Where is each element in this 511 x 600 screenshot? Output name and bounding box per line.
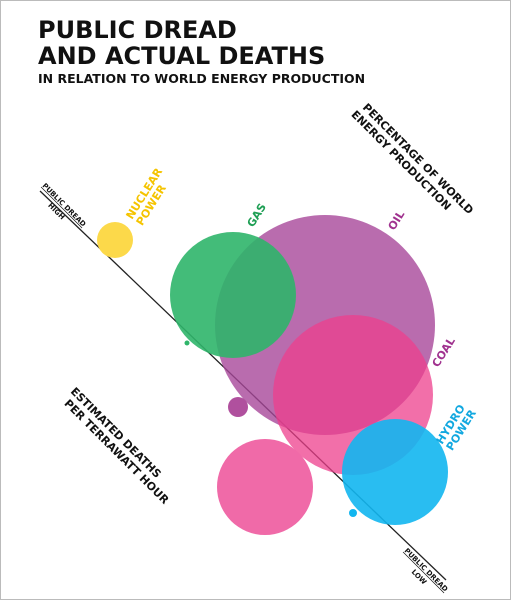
coal-deaths-bubble	[217, 439, 313, 535]
title: AND ACTUAL DEATHS	[38, 42, 325, 70]
nuclear-bubble	[97, 222, 133, 258]
hydro-bubble	[342, 419, 448, 525]
hydro-deaths-bubble	[349, 509, 357, 517]
gas-bubble	[170, 232, 296, 358]
oil-deaths-bubble	[228, 397, 248, 417]
gas-deaths-bubble	[184, 340, 190, 346]
subtitle: IN RELATION TO WORLD ENERGY PRODUCTION	[38, 71, 365, 86]
title: PUBLIC DREAD	[38, 16, 237, 44]
